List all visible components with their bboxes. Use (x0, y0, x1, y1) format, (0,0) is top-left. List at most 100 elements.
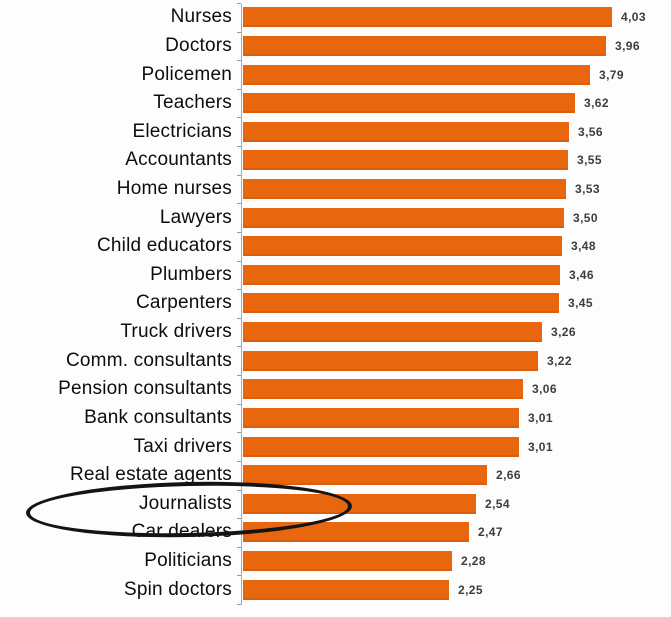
axis-tick (237, 231, 241, 233)
axis-tick (237, 518, 241, 520)
value-label: 3,06 (532, 382, 557, 397)
bar-row: Electricians 3,56 (0, 117, 671, 146)
category-label: Car dealers (131, 521, 232, 543)
bar (243, 236, 562, 257)
category-label: Doctors (165, 34, 232, 56)
value-label: 3,22 (547, 353, 572, 368)
category-label: Taxi drivers (133, 435, 232, 457)
bar (243, 379, 523, 400)
value-label: 4,03 (621, 10, 646, 25)
value-label: 3,53 (575, 182, 600, 197)
bar (243, 322, 542, 343)
value-label: 3,56 (578, 124, 603, 139)
value-label: 3,01 (528, 439, 553, 454)
category-label: Home nurses (116, 178, 232, 200)
bar (243, 350, 538, 371)
bar (243, 264, 560, 285)
axis-tick (237, 31, 241, 33)
axis-tick (237, 604, 241, 606)
axis-tick (237, 88, 241, 90)
category-label: Comm. consultants (65, 349, 232, 371)
category-label: Plumbers (150, 263, 232, 285)
axis-tick (237, 60, 241, 62)
category-label: Politicians (144, 550, 232, 572)
category-label: Bank consultants (84, 406, 232, 428)
value-label: 3,55 (577, 153, 602, 168)
bar-row: Car dealers 2,47 (0, 518, 671, 547)
category-label: Accountants (125, 149, 232, 171)
value-label: 2,54 (485, 496, 510, 511)
axis-tick (237, 260, 241, 262)
bar-row: Child educators 3,48 (0, 232, 671, 261)
bar-row: Policemen 3,79 (0, 60, 671, 89)
value-label: 3,46 (569, 267, 594, 282)
value-label: 3,62 (584, 96, 609, 111)
value-label: 3,50 (573, 210, 598, 225)
value-label: 2,66 (496, 468, 521, 483)
bar (243, 93, 575, 114)
axis-tick (237, 289, 241, 291)
bar (243, 579, 449, 600)
axis-tick (237, 460, 241, 462)
bar (243, 64, 590, 85)
bar-row: Pension consultants 3,06 (0, 375, 671, 404)
bar-row: Taxi drivers 3,01 (0, 432, 671, 461)
bar-row: Nurses 4,03 (0, 3, 671, 32)
axis-tick (237, 432, 241, 434)
value-label: 3,45 (568, 296, 593, 311)
bar (243, 179, 566, 200)
axis-tick (237, 346, 241, 348)
category-label: Nurses (170, 6, 232, 28)
category-label: Spin doctors (123, 578, 232, 600)
bar-row: Comm. consultants 3,22 (0, 346, 671, 375)
axis-tick (237, 489, 241, 491)
axis-tick (237, 375, 241, 377)
bar (243, 35, 606, 56)
bar-row: Doctors 3,96 (0, 32, 671, 61)
category-label: Truck drivers (120, 321, 232, 343)
value-label: 2,47 (478, 525, 503, 540)
category-label: Real estate agents (69, 464, 232, 486)
bar-row: Home nurses 3,53 (0, 175, 671, 204)
axis-tick (237, 575, 241, 577)
bar-row: Journalists 2,54 (0, 490, 671, 519)
value-label: 3,26 (551, 325, 576, 340)
bar-row: Spin doctors 2,25 (0, 575, 671, 604)
category-label: Policemen (141, 63, 232, 85)
category-label: Electricians (132, 120, 232, 142)
axis-tick (237, 317, 241, 319)
category-label: Lawyers (159, 206, 232, 228)
value-label: 3,48 (571, 239, 596, 254)
value-label: 2,25 (458, 582, 483, 597)
value-label: 3,79 (599, 67, 624, 82)
y-axis-line (241, 4, 242, 605)
category-label: Journalists (138, 492, 232, 514)
value-label: 3,01 (528, 410, 553, 425)
bar-row: Bank consultants 3,01 (0, 404, 671, 433)
bar-row: Lawyers 3,50 (0, 203, 671, 232)
bar-row: Truck drivers 3,26 (0, 318, 671, 347)
axis-tick (237, 203, 241, 205)
bar (243, 293, 559, 314)
category-label: Pension consultants (58, 378, 232, 400)
bar (243, 551, 452, 572)
category-label: Teachers (153, 92, 232, 114)
bar-row: Carpenters 3,45 (0, 289, 671, 318)
category-label: Child educators (96, 235, 232, 257)
bar (243, 522, 469, 543)
bar-row: Teachers 3,62 (0, 89, 671, 118)
bar-row: Plumbers 3,46 (0, 261, 671, 290)
axis-tick (237, 546, 241, 548)
bar (243, 436, 519, 457)
bar (243, 7, 612, 28)
value-label: 3,96 (615, 38, 640, 53)
axis-tick (237, 3, 241, 4)
category-label: Carpenters (136, 292, 232, 314)
bar (243, 150, 568, 171)
bar-row: Politicians 2,28 (0, 547, 671, 576)
bar (243, 493, 476, 514)
axis-tick (237, 174, 241, 176)
bar (243, 407, 519, 428)
bar (243, 121, 569, 142)
